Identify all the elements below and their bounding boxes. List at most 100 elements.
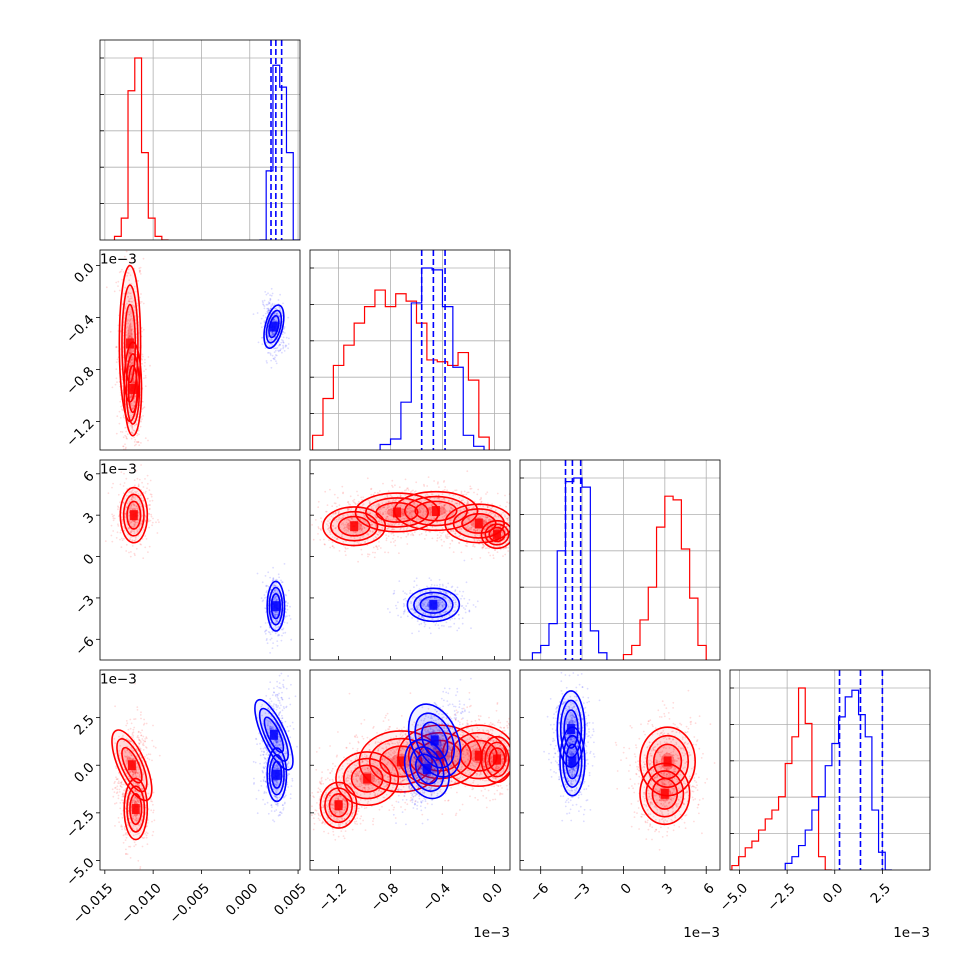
pair-0-3-blue-contour-1-0 xyxy=(266,747,288,803)
pair-1-3-blue-contour-1-0 xyxy=(403,738,450,800)
pair-2-3-frame xyxy=(519,669,721,871)
pair-1-3-blue-contour-0-2 xyxy=(420,721,449,760)
pair-panel-0-1 xyxy=(99,249,301,451)
pair-2-3-blue-contour-0-0 xyxy=(556,690,586,768)
y-tick-label-1-0: −1.2 xyxy=(63,416,97,450)
pair-1-3-blue-contour-1-1 xyxy=(409,746,445,792)
diag-2-hist-blue xyxy=(531,477,608,660)
pair-1-2-blue-contour-0-0 xyxy=(406,587,461,623)
pair-0-3-blue-contour-0-0 xyxy=(254,698,294,771)
pair-0-3-frame xyxy=(99,669,301,871)
pair-1-3-red-peak-0 xyxy=(334,800,343,811)
pair-2-3-blue-contour-1-2 xyxy=(565,743,580,780)
pair-0-2-blue-contour-0-1 xyxy=(268,586,284,626)
pair-0-3-blue-peak-0 xyxy=(269,729,278,740)
diag-panel-3 xyxy=(729,669,931,871)
y-tick-label-3-3: 2.5 xyxy=(71,712,98,739)
pair-0-1-red-contour-1-1 xyxy=(125,353,141,425)
y-tick-label-3-1: −2.5 xyxy=(63,807,97,841)
pair-1-2-red-contour-4-1 xyxy=(484,523,510,546)
pair-1-3-blue-contour-1-2 xyxy=(414,753,439,785)
pair-1-2-red-contour-1-1 xyxy=(365,497,429,528)
pair-2-3-blue-peak-0 xyxy=(567,724,576,735)
x-tick-label-3-1: −2.5 xyxy=(764,880,798,914)
pair-panel-1-3 xyxy=(309,669,511,871)
y-tick-label-3-2: 0.0 xyxy=(71,760,98,787)
pair-2-3-red-contour-1-2 xyxy=(651,777,679,810)
x-tick-label-0-0: −0.015 xyxy=(70,880,117,927)
pair-1-3-red-contour-0-0 xyxy=(319,781,358,829)
pair-1-3-red-contour-1-0 xyxy=(335,751,400,807)
pair-1-3-red-contour-2-1 xyxy=(368,737,433,786)
y-tick-label-3-0: −5.0 xyxy=(63,855,97,889)
pair-1-2-red-peak-2 xyxy=(431,506,440,517)
x-axis-2: −6 −3 0 3 6 1e−3 xyxy=(527,870,720,941)
pair-2-3-red-contour-0-1 xyxy=(646,734,690,788)
diag-0-frame xyxy=(99,39,301,241)
x-tick-label-1-0: −1.2 xyxy=(316,880,350,914)
pair-panel-0-2 xyxy=(99,459,301,661)
pair-0-2-red-contour-0-2 xyxy=(126,500,142,530)
pair-1-3-red-peak-2 xyxy=(396,756,405,767)
pair-0-1-blue-contour-0-1 xyxy=(265,309,283,344)
x-exponent-2: 1e−3 xyxy=(683,925,720,941)
pair-2-3-blue-contour-1-0 xyxy=(559,726,586,797)
pair-2-3-blue-contour-1-1 xyxy=(562,734,583,788)
pair-1-3-blue-peak-0 xyxy=(430,735,439,746)
pair-2-3-red-contour-1-1 xyxy=(645,770,685,818)
pair-0-2-red-contour-0-0 xyxy=(119,486,149,544)
diag-2-hist-red xyxy=(622,495,707,660)
y-tick-label-2-4: 6 xyxy=(80,468,97,485)
pair-1-3-red-contour-3-1 xyxy=(407,732,472,780)
pair-1-3-red-contour-0-2 xyxy=(328,793,349,818)
diag-3-frame xyxy=(729,669,931,871)
pair-0-1-blue-peak-0 xyxy=(269,321,278,332)
pair-1-3-red-contour-1-2 xyxy=(350,764,384,793)
pair-1-2-frame xyxy=(309,459,511,661)
pair-0-3-red-contour-1-2 xyxy=(129,793,143,826)
x-tick-label-2-3: 3 xyxy=(659,880,676,897)
y-tick-label-1-3: 0.0 xyxy=(71,260,98,287)
x-axis-1: −1.2 −0.8 −0.4 0.0 1e−3 xyxy=(316,870,510,941)
diag-1-frame xyxy=(309,249,511,451)
pair-panel-2-3 xyxy=(519,669,721,871)
pair-panel-0-3 xyxy=(99,669,301,871)
x-tick-label-2-0: −6 xyxy=(527,880,552,905)
pair-0-2-blue-contour-0-2 xyxy=(270,592,281,620)
pair-1-3-red-peak-3 xyxy=(435,750,444,761)
pair-1-2-red-peak-3 xyxy=(474,518,483,529)
pair-1-2-red-peak-1 xyxy=(393,507,402,518)
diag-1-hist-red xyxy=(311,289,490,450)
pair-1-3-red-peak-5 xyxy=(493,754,502,765)
pair-1-2-red-contour-1-2 xyxy=(375,501,419,523)
pair-1-2-red-contour-3-0 xyxy=(444,503,510,544)
pair-0-2-blue-contour-0-0 xyxy=(266,580,286,632)
diag-3-hist-red xyxy=(731,687,832,870)
x-tick-label-1-1: −0.8 xyxy=(368,880,402,914)
pair-1-2-blue-contour-0-2 xyxy=(419,595,448,614)
pair-1-2-red-contour-0-1 xyxy=(329,510,379,542)
pair-0-2-blue-peak-0 xyxy=(271,601,280,612)
y-tick-label-2-1: −3 xyxy=(72,592,97,617)
pair-1-3-red-contour-4-0 xyxy=(441,724,510,787)
pair-1-3-red-contour-5-0 xyxy=(480,735,510,784)
diag-panel-0 xyxy=(99,39,301,241)
x-tick-label-2-1: −3 xyxy=(568,880,593,905)
x-tick-label-0-2: −0.005 xyxy=(166,880,213,927)
y-tick-label-2-2: 0 xyxy=(80,551,97,568)
pair-1-2-red-peak-0 xyxy=(350,521,359,532)
pair-0-1-red-contour-1-0 xyxy=(123,341,143,437)
pair-0-3-red-contour-0-2 xyxy=(121,746,143,784)
pair-0-3-blue-contour-1-1 xyxy=(268,753,285,796)
pair-1-3-red-contour-4-1 xyxy=(450,732,507,780)
diag-0-hist-blue xyxy=(259,64,300,240)
y-exponent-3: 1e−3 xyxy=(100,672,137,688)
pair-1-2-red-contour-4-2 xyxy=(488,526,506,543)
diag-panel-1 xyxy=(309,249,511,451)
pair-0-3-blue-contour-1-2 xyxy=(271,760,283,789)
x-exponent-3: 1e−3 xyxy=(893,925,930,941)
pair-1-2-red-contour-2-2 xyxy=(414,500,458,522)
pair-0-1-blue-contour-0-0 xyxy=(263,304,285,349)
diag-2-frame xyxy=(519,459,721,661)
pair-1-2-blue-peak-0 xyxy=(429,599,438,610)
